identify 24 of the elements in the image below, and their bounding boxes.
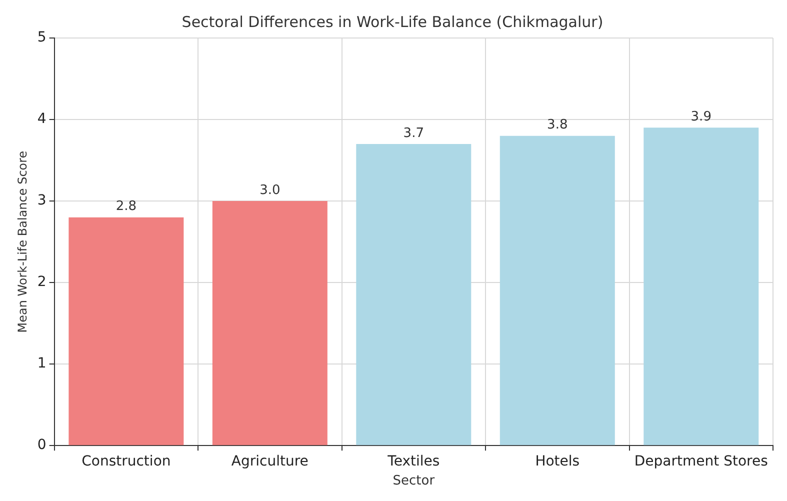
data-label: 3.7 <box>403 126 424 141</box>
bar <box>356 144 472 446</box>
data-label: 3.8 <box>547 118 568 133</box>
x-tick-label: Textiles <box>386 454 440 470</box>
bar <box>68 217 184 446</box>
chart-title: Sectoral Differences in Work-Life Balance (Chikmagalur) <box>182 12 604 31</box>
y-tick-label: 2 <box>37 274 46 290</box>
y-tick-label: 4 <box>37 111 46 128</box>
data-label: 3.0 <box>260 182 280 198</box>
x-tick-label: Hotels <box>535 454 580 470</box>
x-tick-label: Department Stores <box>634 454 768 470</box>
data-label: 2.8 <box>116 199 137 214</box>
x-axis-title: Sector <box>392 474 436 489</box>
y-axis-title: Mean Work-Life Balance Score <box>15 150 30 333</box>
bar <box>644 128 759 446</box>
y-tick-label: 1 <box>37 356 46 372</box>
y-tick-label: 0 <box>37 437 46 454</box>
bar <box>500 136 615 446</box>
data-label: 3.9 <box>690 110 712 125</box>
bar <box>212 201 328 446</box>
y-tick-label: 5 <box>37 30 46 46</box>
x-tick-label: Construction <box>82 454 171 470</box>
x-tick-label: Agriculture <box>231 454 308 470</box>
y-tick-label: 3 <box>37 192 46 209</box>
